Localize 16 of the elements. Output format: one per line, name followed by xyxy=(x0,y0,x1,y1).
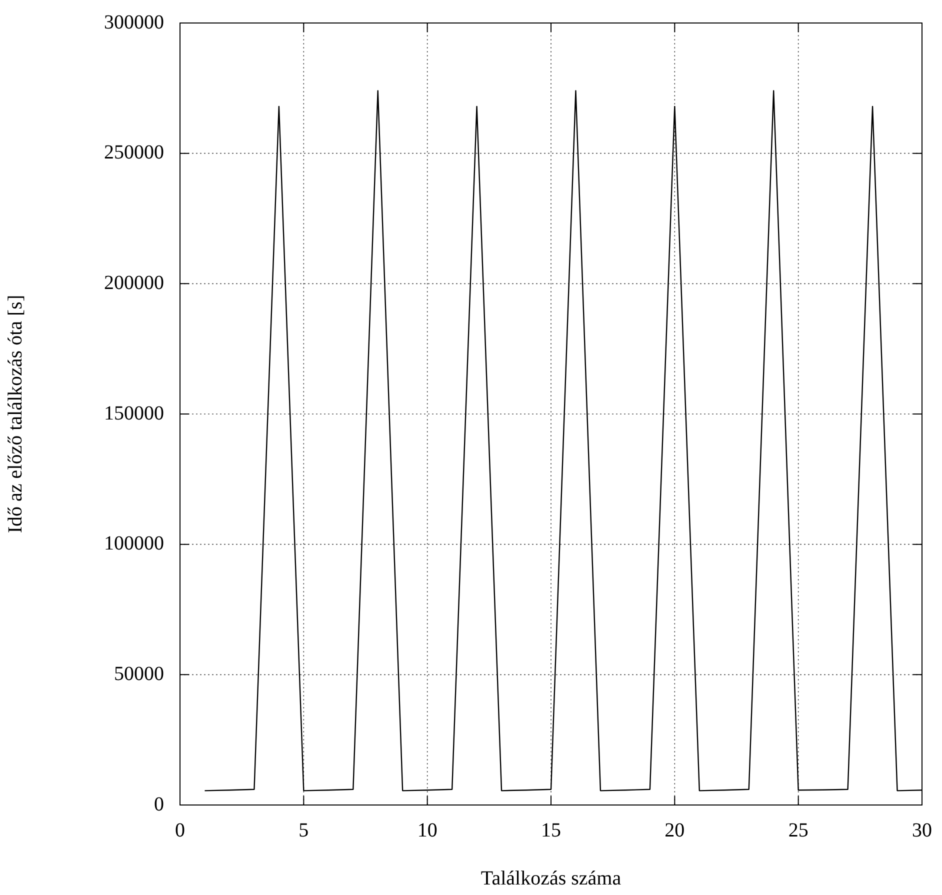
x-axis-title: Találkozás száma xyxy=(480,867,622,890)
x-tick-label: 20 xyxy=(664,819,685,842)
y-tick-label: 250000 xyxy=(104,142,164,164)
x-tick-label: 10 xyxy=(417,819,438,842)
y-tick-label: 100000 xyxy=(104,532,164,555)
y-tick-label: 200000 xyxy=(104,272,164,294)
x-tick-label: 30 xyxy=(912,819,932,842)
y-tick-label: 50000 xyxy=(114,662,164,685)
y-tick-label: 150000 xyxy=(104,402,164,424)
x-tick-label: 15 xyxy=(541,819,561,842)
y-tick-label: 0 xyxy=(154,793,164,816)
x-tick-label: 0 xyxy=(175,819,185,842)
x-tick-label: 5 xyxy=(298,819,309,842)
x-tick-label: 25 xyxy=(788,819,808,842)
y-tick-label: 300000 xyxy=(104,11,164,34)
y-axis-title: Idő az előző találkozás óta [s] xyxy=(4,294,26,534)
